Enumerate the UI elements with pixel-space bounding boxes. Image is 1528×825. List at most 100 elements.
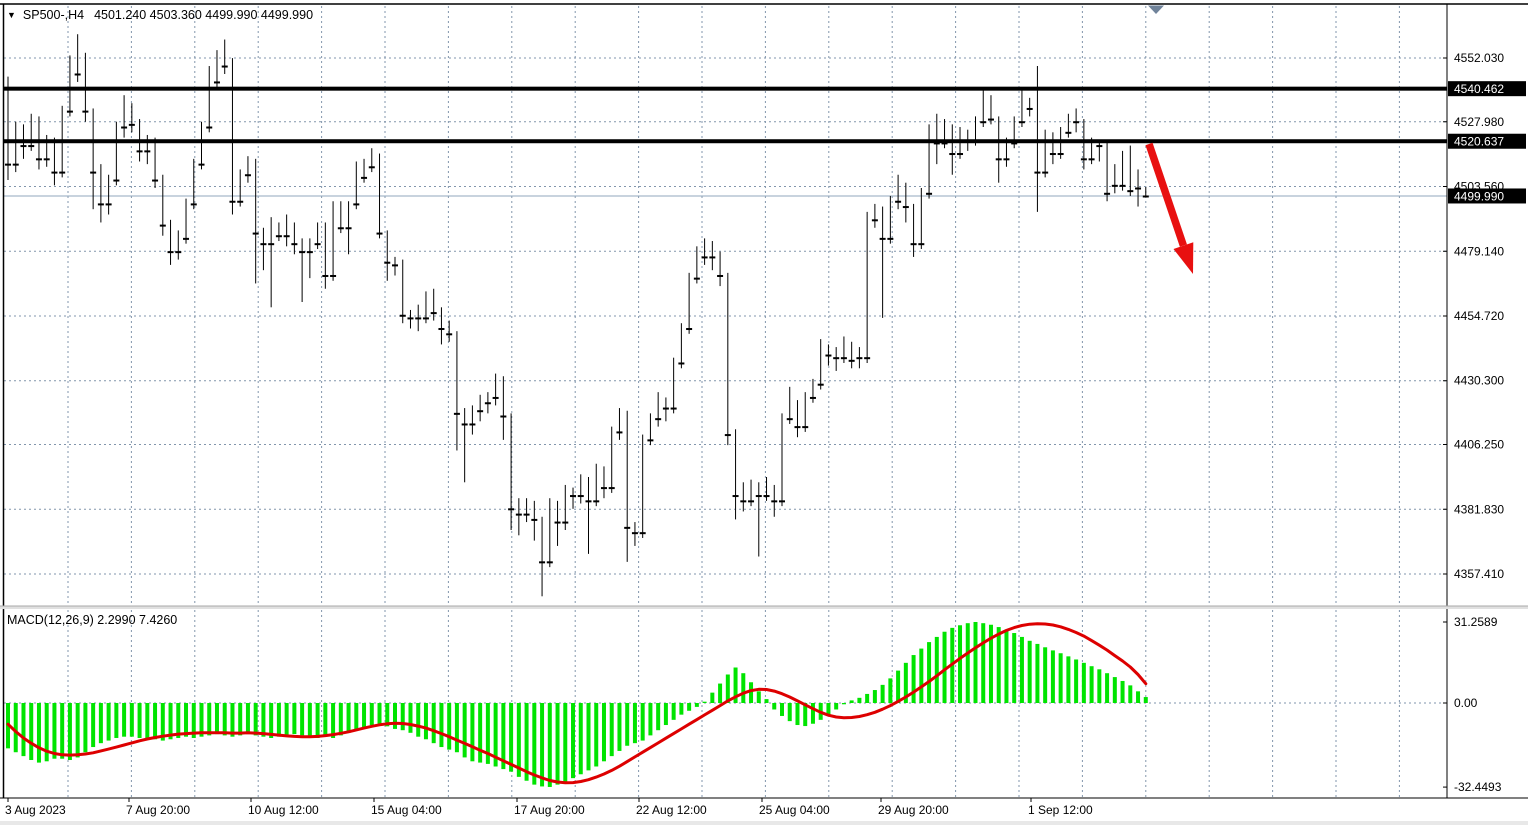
candle — [314, 243, 321, 246]
macd-histogram-bar — [996, 627, 1001, 703]
macd-histogram-bar — [377, 703, 382, 724]
macd-histogram-bar — [21, 703, 26, 757]
candle — [306, 251, 313, 254]
candle — [1026, 107, 1033, 110]
macd-histogram-bar — [1004, 629, 1009, 703]
macd-histogram-bar — [1027, 640, 1032, 703]
macd-histogram-bar — [470, 703, 475, 762]
macd-histogram-bar — [780, 703, 784, 716]
macd-histogram-bar — [269, 703, 274, 738]
ohlc-values-label: 4501.240 4503.360 4499.990 4499.990 — [94, 8, 314, 22]
candle — [28, 145, 35, 148]
candle — [1142, 195, 1149, 198]
candle — [748, 500, 755, 503]
macd-histogram-bar — [501, 703, 506, 770]
macd-histogram-bar — [44, 703, 49, 762]
candle — [1057, 153, 1064, 156]
time-tick-label: 29 Aug 20:00 — [878, 803, 949, 817]
macd-histogram-bar — [454, 703, 459, 753]
macd-histogram-bar — [725, 674, 730, 703]
candle — [206, 126, 213, 129]
macd-histogram-bar — [694, 703, 699, 707]
macd-histogram-bar — [810, 703, 815, 724]
macd-histogram-bar — [261, 703, 266, 737]
macd-histogram-bar — [385, 703, 390, 727]
macd-histogram-bar — [362, 703, 367, 728]
candle — [825, 354, 832, 357]
macd-histogram-bar — [214, 703, 219, 735]
candle — [453, 412, 460, 415]
macd-histogram-bar — [276, 703, 281, 737]
macd-histogram-bar — [245, 703, 250, 735]
macd-histogram-bar — [253, 703, 258, 736]
macd-histogram-bar — [439, 703, 444, 748]
macd-histogram-bar — [617, 703, 622, 751]
candle — [82, 110, 89, 113]
macd-histogram-bar — [988, 624, 993, 703]
candle — [562, 521, 569, 524]
macd-histogram-bar — [106, 703, 111, 741]
candle — [771, 500, 778, 503]
price-label-box — [1448, 81, 1526, 97]
candle — [59, 171, 66, 174]
candle — [693, 277, 700, 280]
macd-histogram-bar — [1081, 662, 1086, 703]
collapse-chart-icon[interactable]: ▼ — [7, 10, 16, 20]
macd-histogram-bar — [129, 703, 134, 737]
macd-histogram-bar — [1019, 636, 1024, 703]
candle — [1111, 184, 1118, 187]
macd-histogram-bar — [184, 703, 189, 737]
candle — [12, 163, 19, 166]
candle — [90, 171, 97, 174]
macd-histogram-bar — [67, 703, 72, 761]
candle — [678, 362, 685, 365]
macd-histogram-bar — [702, 701, 707, 703]
candle — [631, 532, 638, 535]
macd-histogram-bar — [52, 703, 57, 759]
macd-histogram-bar — [710, 692, 715, 703]
price-label-box-text: 4520.637 — [1454, 135, 1504, 149]
macd-histogram-bar — [965, 623, 970, 703]
candle — [353, 203, 360, 206]
macd-histogram-bar — [83, 703, 88, 753]
candle — [469, 423, 476, 426]
candle — [213, 81, 220, 84]
time-tick-label: 7 Aug 20:00 — [126, 803, 190, 817]
candle — [585, 500, 592, 503]
macd-histogram-bar — [114, 703, 119, 738]
macd-histogram-bar — [911, 655, 916, 703]
candle — [624, 526, 631, 529]
candle — [113, 179, 120, 182]
candle — [608, 487, 615, 490]
macd-histogram-bar — [60, 703, 65, 759]
candle — [399, 314, 406, 317]
macd-tick-label: 0.00 — [1454, 696, 1478, 710]
macd-histogram-bar — [540, 703, 545, 787]
trend-arrow-head-icon[interactable] — [1173, 242, 1194, 274]
candle — [128, 123, 135, 126]
macd-histogram-bar — [1058, 653, 1063, 703]
price-level-line[interactable] — [4, 86, 1447, 91]
macd-histogram-bar — [586, 703, 591, 771]
macd-histogram-bar — [323, 703, 328, 737]
candle — [523, 513, 530, 516]
macd-histogram-bar — [942, 631, 947, 703]
price-tick-label: 4381.830 — [1454, 502, 1504, 516]
candle — [802, 426, 809, 429]
macd-histogram-bar — [400, 703, 405, 731]
pane-separator[interactable] — [0, 606, 1528, 609]
candle — [740, 500, 747, 503]
macd-histogram-bar — [795, 703, 800, 726]
candle — [670, 407, 677, 410]
candle — [995, 158, 1002, 161]
trend-arrow-shaft[interactable] — [1145, 142, 1187, 247]
macd-histogram-bar — [485, 703, 490, 764]
macd-histogram-bar — [1143, 697, 1148, 703]
macd-histogram-bar — [787, 703, 792, 722]
price-level-line[interactable] — [4, 139, 1447, 144]
macd-histogram-bar — [571, 703, 576, 779]
candle — [345, 227, 352, 230]
macd-histogram-bar — [393, 703, 397, 729]
macd-histogram-bar — [927, 642, 932, 703]
